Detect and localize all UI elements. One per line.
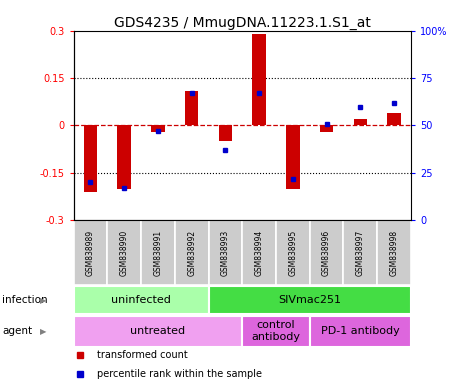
Bar — [117, 126, 131, 189]
Text: ▶: ▶ — [40, 296, 47, 305]
Bar — [151, 126, 165, 132]
Bar — [387, 113, 401, 126]
Bar — [276, 220, 310, 285]
Bar — [343, 220, 377, 285]
Text: transformed count: transformed count — [97, 350, 188, 360]
Bar — [286, 126, 300, 189]
Bar — [74, 286, 209, 314]
Text: GSM838992: GSM838992 — [187, 230, 196, 276]
Bar — [377, 220, 411, 285]
Bar — [74, 220, 107, 285]
Bar — [84, 126, 97, 192]
Bar — [185, 91, 199, 126]
Text: GSM838994: GSM838994 — [255, 230, 264, 276]
Bar — [242, 316, 310, 347]
Text: SIVmac251: SIVmac251 — [278, 295, 341, 305]
Text: GSM838991: GSM838991 — [153, 230, 162, 276]
Bar — [310, 220, 343, 285]
Bar — [242, 220, 276, 285]
Text: agent: agent — [2, 326, 32, 336]
Title: GDS4235 / MmugDNA.11223.1.S1_at: GDS4235 / MmugDNA.11223.1.S1_at — [114, 16, 370, 30]
Bar — [74, 316, 242, 347]
Text: GSM838993: GSM838993 — [221, 230, 230, 276]
Bar — [353, 119, 367, 126]
Bar — [209, 286, 411, 314]
Text: infection: infection — [2, 295, 48, 305]
Text: untreated: untreated — [130, 326, 186, 336]
Text: ▶: ▶ — [40, 327, 47, 336]
Text: GSM838998: GSM838998 — [390, 230, 399, 276]
Text: GSM838995: GSM838995 — [288, 230, 297, 276]
Bar — [320, 126, 333, 132]
Text: GSM838990: GSM838990 — [120, 230, 129, 276]
Text: uninfected: uninfected — [111, 295, 171, 305]
Bar — [252, 34, 266, 126]
Bar — [141, 220, 175, 285]
Text: GSM838989: GSM838989 — [86, 230, 95, 276]
Bar — [209, 220, 242, 285]
Text: GSM838996: GSM838996 — [322, 230, 331, 276]
Text: PD-1 antibody: PD-1 antibody — [321, 326, 399, 336]
Text: control
antibody: control antibody — [251, 321, 301, 342]
Bar — [175, 220, 209, 285]
Text: percentile rank within the sample: percentile rank within the sample — [97, 369, 262, 379]
Bar — [218, 126, 232, 141]
Bar — [310, 316, 411, 347]
Text: GSM838997: GSM838997 — [356, 230, 365, 276]
Bar — [107, 220, 141, 285]
